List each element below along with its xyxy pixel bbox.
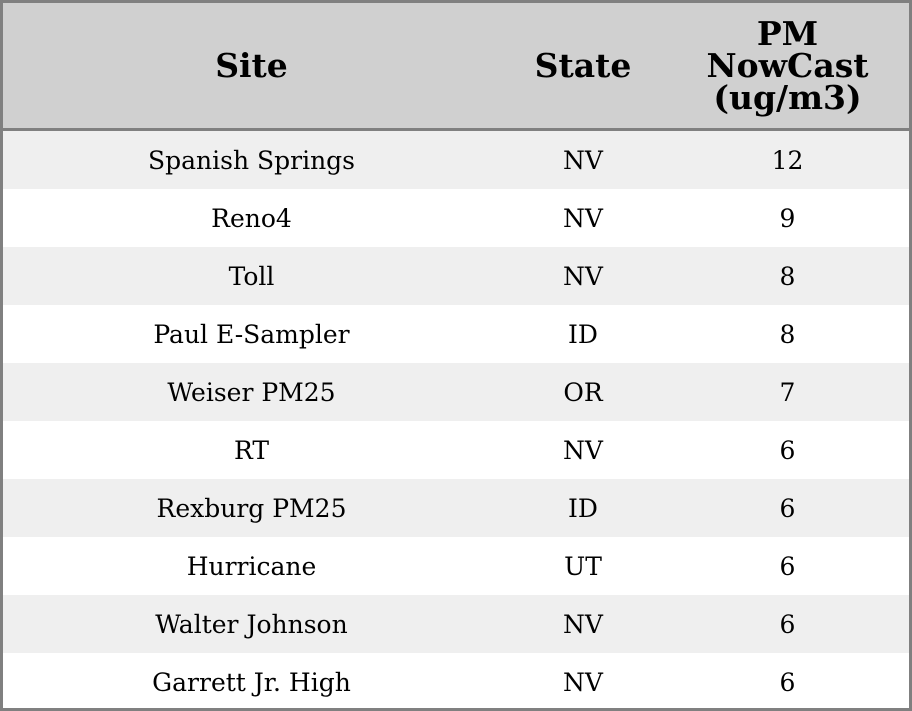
state-cell: UT bbox=[564, 551, 602, 581]
site-cell: Toll bbox=[3, 247, 500, 305]
pm-cell: 6 bbox=[779, 551, 796, 581]
table-row: Hurricane UT 6 bbox=[3, 537, 909, 595]
site-cell: Garrett Jr. High bbox=[152, 667, 351, 697]
site-cell: Rexburg PM25 bbox=[3, 479, 500, 537]
pm-nowcast-table: Site State PM NowCast (ug/m3) Spanish Sp… bbox=[3, 3, 909, 711]
pm-cell: 6 bbox=[666, 595, 909, 653]
pm-cell: 6 bbox=[666, 479, 909, 537]
state-cell: NV bbox=[500, 595, 666, 653]
state-cell: ID bbox=[568, 319, 598, 349]
pm-cell: 6 bbox=[779, 435, 796, 465]
state-cell: NV bbox=[563, 203, 603, 233]
pm-cell: 8 bbox=[666, 247, 909, 305]
pm-cell: 7 bbox=[666, 363, 909, 421]
table-row: RT NV 6 bbox=[3, 421, 909, 479]
table-row: Garrett Jr. High NV 6 bbox=[3, 653, 909, 711]
site-cell: Hurricane bbox=[186, 551, 317, 581]
table-row: Reno4 NV 9 bbox=[3, 189, 909, 247]
pm-cell: 6 bbox=[779, 667, 796, 697]
table-row: Rexburg PM25 ID 6 bbox=[3, 479, 909, 537]
site-cell: Weiser PM25 bbox=[3, 363, 500, 421]
header-site: Site bbox=[3, 3, 500, 131]
state-cell: ID bbox=[500, 479, 666, 537]
header-pm-nowcast: PM NowCast (ug/m3) bbox=[666, 3, 909, 131]
table-row: Spanish Springs NV 12 bbox=[3, 129, 909, 189]
pm-cell: 8 bbox=[779, 319, 796, 349]
site-cell: RT bbox=[233, 435, 270, 465]
state-cell: NV bbox=[500, 247, 666, 305]
site-cell: Walter Johnson bbox=[3, 595, 500, 653]
state-cell: NV bbox=[563, 435, 603, 465]
header-state: State bbox=[500, 3, 666, 131]
table-row: Paul E-Sampler ID 8 bbox=[3, 305, 909, 363]
table-row: Walter Johnson NV 6 bbox=[3, 595, 909, 653]
site-cell: Spanish Springs bbox=[3, 129, 500, 189]
header-row: Site State PM NowCast (ug/m3) bbox=[3, 3, 909, 131]
site-cell: Paul E-Sampler bbox=[153, 319, 350, 349]
table-row: Toll NV 8 bbox=[3, 247, 909, 305]
site-cell: Reno4 bbox=[211, 203, 292, 233]
state-cell: OR bbox=[500, 363, 666, 421]
state-cell: NV bbox=[563, 667, 603, 697]
pm-cell: 9 bbox=[779, 203, 796, 233]
state-cell: NV bbox=[500, 129, 666, 189]
table-row: Weiser PM25 OR 7 bbox=[3, 363, 909, 421]
pm-cell: 12 bbox=[666, 129, 909, 189]
